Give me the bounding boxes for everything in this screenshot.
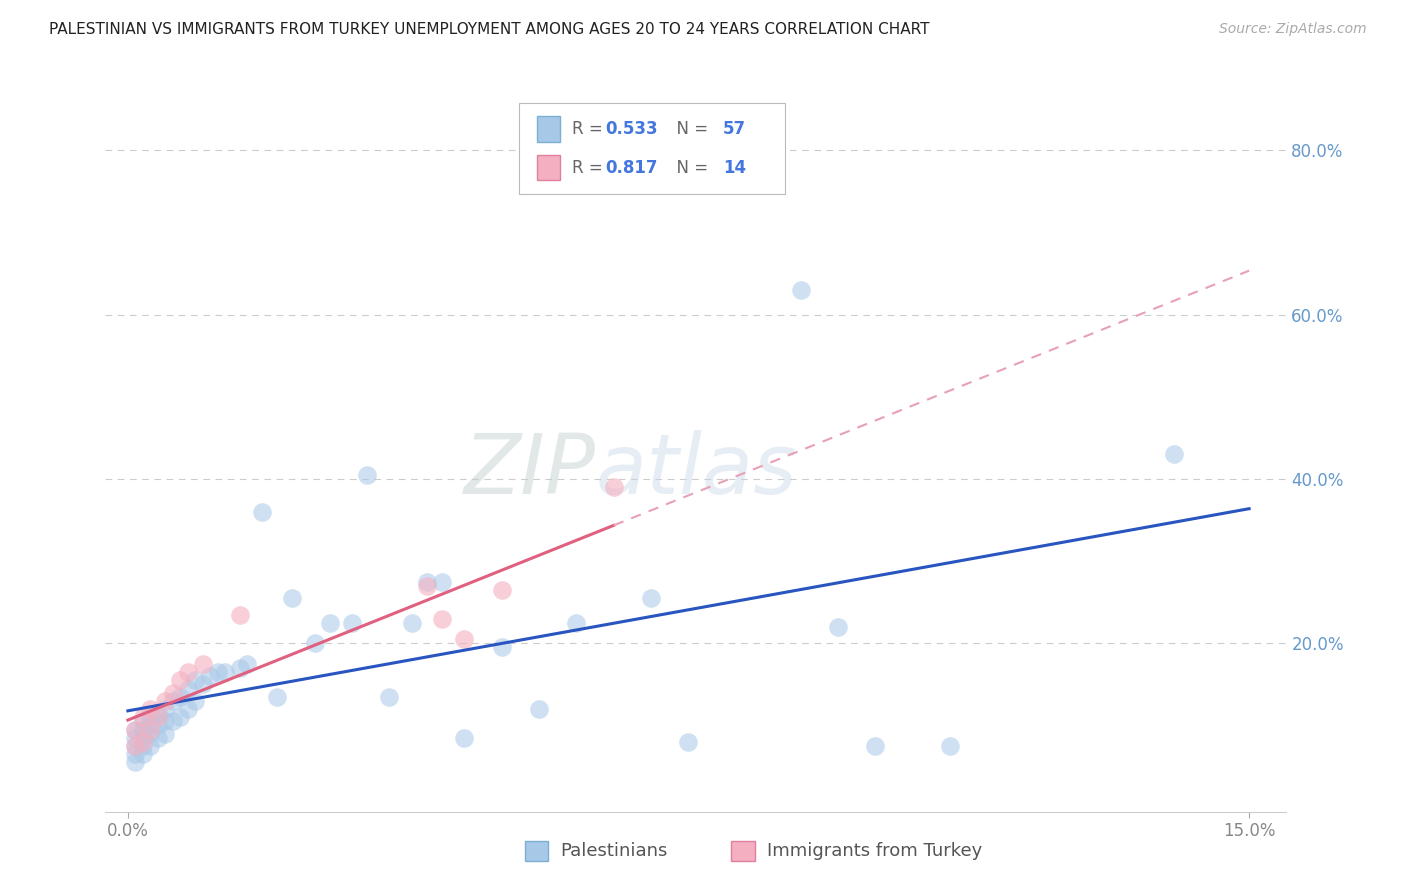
- Point: [162, 714, 184, 729]
- Point: [430, 574, 453, 589]
- Text: 0.533: 0.533: [605, 120, 658, 138]
- Point: [430, 612, 453, 626]
- Point: [340, 615, 363, 630]
- Text: ZIP: ZIP: [464, 430, 596, 510]
- Point: [176, 665, 198, 679]
- Point: [827, 620, 849, 634]
- Point: [139, 727, 162, 741]
- Point: [146, 718, 169, 732]
- Point: [169, 710, 191, 724]
- Point: [155, 702, 177, 716]
- Point: [229, 661, 252, 675]
- Text: 0.817: 0.817: [605, 159, 658, 177]
- Point: [124, 731, 146, 745]
- Text: Immigrants from Turkey: Immigrants from Turkey: [766, 842, 981, 860]
- Point: [318, 615, 340, 630]
- Point: [416, 579, 439, 593]
- Point: [304, 636, 326, 650]
- Point: [176, 681, 198, 696]
- Point: [356, 467, 378, 482]
- Point: [132, 723, 155, 737]
- Point: [132, 710, 155, 724]
- FancyBboxPatch shape: [524, 841, 548, 861]
- Point: [124, 739, 146, 753]
- Point: [132, 739, 155, 753]
- Text: R =: R =: [572, 159, 607, 177]
- Point: [401, 615, 423, 630]
- Point: [139, 739, 162, 753]
- Point: [236, 657, 259, 671]
- Point: [124, 739, 146, 753]
- Point: [453, 632, 475, 647]
- Point: [207, 665, 229, 679]
- FancyBboxPatch shape: [537, 116, 560, 142]
- Point: [198, 669, 221, 683]
- Point: [124, 723, 146, 737]
- Point: [155, 694, 177, 708]
- Point: [155, 714, 177, 729]
- Point: [191, 657, 214, 671]
- Point: [155, 727, 177, 741]
- Point: [184, 673, 207, 688]
- Point: [214, 665, 236, 679]
- Text: 14: 14: [723, 159, 747, 177]
- Point: [229, 607, 252, 622]
- Point: [252, 505, 274, 519]
- Text: N =: N =: [666, 159, 714, 177]
- Point: [139, 718, 162, 732]
- Point: [146, 706, 169, 720]
- Text: atlas: atlas: [596, 430, 797, 510]
- Text: Source: ZipAtlas.com: Source: ZipAtlas.com: [1219, 22, 1367, 37]
- Point: [378, 690, 401, 704]
- Point: [132, 714, 155, 729]
- Point: [491, 582, 513, 597]
- Point: [162, 694, 184, 708]
- Point: [139, 710, 162, 724]
- Point: [146, 731, 169, 745]
- Point: [281, 591, 304, 606]
- Point: [184, 694, 207, 708]
- Point: [124, 747, 146, 762]
- FancyBboxPatch shape: [537, 155, 560, 180]
- Text: N =: N =: [666, 120, 714, 138]
- Point: [603, 480, 626, 494]
- Point: [124, 756, 146, 770]
- Point: [139, 723, 162, 737]
- Text: R =: R =: [572, 120, 607, 138]
- Point: [176, 702, 198, 716]
- Point: [416, 574, 439, 589]
- Point: [939, 739, 962, 753]
- Point: [527, 702, 550, 716]
- Point: [124, 723, 146, 737]
- Point: [266, 690, 288, 704]
- Text: Palestinians: Palestinians: [560, 842, 668, 860]
- Point: [640, 591, 662, 606]
- FancyBboxPatch shape: [519, 103, 785, 194]
- Point: [162, 685, 184, 699]
- Point: [491, 640, 513, 655]
- Point: [132, 735, 155, 749]
- Point: [146, 710, 169, 724]
- Text: 57: 57: [723, 120, 747, 138]
- Point: [865, 739, 887, 753]
- Point: [565, 615, 588, 630]
- Point: [453, 731, 475, 745]
- Point: [169, 673, 191, 688]
- Point: [169, 690, 191, 704]
- Point: [1163, 447, 1185, 461]
- Point: [139, 702, 162, 716]
- FancyBboxPatch shape: [731, 841, 755, 861]
- Point: [132, 747, 155, 762]
- Point: [191, 677, 214, 691]
- Point: [678, 735, 700, 749]
- Point: [132, 731, 155, 745]
- Point: [789, 283, 811, 297]
- Text: PALESTINIAN VS IMMIGRANTS FROM TURKEY UNEMPLOYMENT AMONG AGES 20 TO 24 YEARS COR: PALESTINIAN VS IMMIGRANTS FROM TURKEY UN…: [49, 22, 929, 37]
